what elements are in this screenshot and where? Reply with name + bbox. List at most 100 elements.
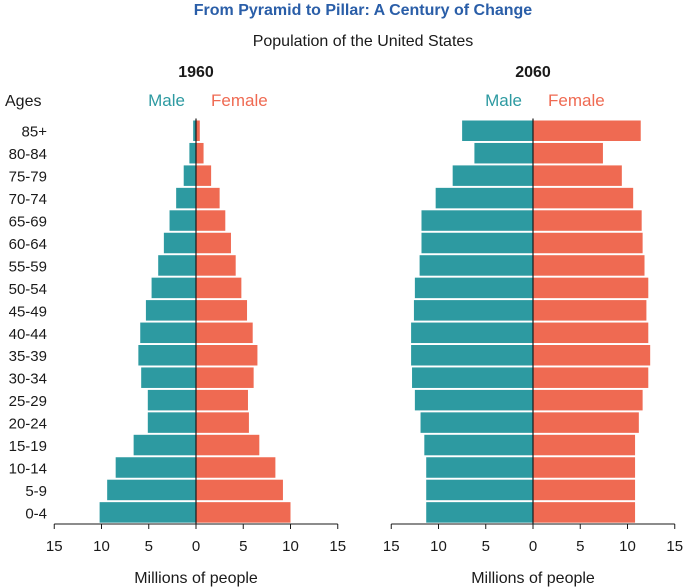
bar-male bbox=[138, 345, 196, 366]
x-tick-label: 15 bbox=[383, 538, 400, 555]
age-label: 85+ bbox=[22, 124, 48, 141]
bar-female bbox=[533, 479, 636, 501]
bar-male bbox=[414, 277, 533, 299]
bar-female bbox=[533, 345, 651, 366]
bar-male bbox=[413, 300, 533, 321]
age-label: 15-19 bbox=[9, 438, 47, 455]
bar-female bbox=[533, 502, 636, 523]
bar-male bbox=[169, 210, 196, 231]
age-label: 30-34 bbox=[9, 371, 47, 388]
x-tick-label: 0 bbox=[192, 538, 200, 555]
bar-female bbox=[533, 277, 649, 299]
bar-female bbox=[533, 187, 634, 209]
bar-male bbox=[141, 367, 196, 388]
bar-female bbox=[196, 165, 212, 186]
bar-female bbox=[196, 277, 242, 299]
bar-male bbox=[158, 255, 196, 276]
age-label: 50-54 bbox=[9, 281, 47, 298]
panel-2060: 2060 Male Female 15 10 5 0 5 10 15 Millions of… bbox=[383, 64, 683, 587]
x-tick-label: 10 bbox=[93, 538, 110, 555]
bar-male bbox=[421, 232, 533, 254]
bar-male bbox=[419, 255, 533, 276]
x-axis-label-1960: Millions of people bbox=[134, 570, 258, 587]
x-tick-label: 5 bbox=[239, 538, 247, 555]
bar-male bbox=[414, 389, 533, 411]
x-tick-label: 5 bbox=[576, 538, 584, 555]
bar-male bbox=[147, 412, 196, 433]
age-label: 55-59 bbox=[9, 258, 47, 275]
bar-male bbox=[140, 322, 196, 344]
bar-male bbox=[474, 142, 533, 164]
panel-1960: 1960 Male Female 15 10 5 0 5 10 15 Millions of… bbox=[46, 64, 346, 587]
bar-male bbox=[193, 120, 196, 141]
age-label: 45-49 bbox=[9, 303, 47, 320]
bar-female bbox=[196, 479, 283, 501]
bar-female bbox=[196, 367, 254, 388]
bar-female bbox=[533, 142, 603, 164]
x-axis-1960: 15 10 5 0 5 10 15 bbox=[46, 523, 346, 555]
bar-male bbox=[426, 502, 533, 523]
bar-male bbox=[426, 479, 533, 501]
bar-female bbox=[196, 389, 248, 411]
bar-female bbox=[196, 232, 231, 254]
x-tick-label: 5 bbox=[482, 538, 490, 555]
bar-female bbox=[196, 434, 260, 456]
bar-female bbox=[196, 300, 248, 321]
bar-male bbox=[189, 142, 196, 164]
bar-female bbox=[533, 322, 649, 344]
x-tick-label: 10 bbox=[430, 538, 447, 555]
x-tick-label: 15 bbox=[666, 538, 683, 555]
bar-male bbox=[435, 187, 533, 209]
x-tick-label: 10 bbox=[619, 538, 636, 555]
bar-female bbox=[196, 210, 226, 231]
panel-title-2060: 2060 bbox=[515, 64, 551, 81]
bar-female bbox=[196, 412, 249, 433]
bar-male bbox=[107, 479, 196, 501]
y-axis-label: Ages bbox=[5, 93, 41, 110]
bar-female bbox=[533, 255, 645, 276]
bar-male bbox=[426, 457, 533, 478]
age-label: 25-29 bbox=[9, 393, 47, 410]
x-axis-label-2060: Millions of people bbox=[471, 570, 595, 587]
legend-female-1960: Female bbox=[211, 91, 268, 110]
bar-male bbox=[424, 434, 533, 456]
bar-male bbox=[411, 345, 533, 366]
age-labels: 85+ 80-84 75-79 70-74 65-69 60-64 55-59 50-54 45… bbox=[9, 124, 48, 523]
bar-male bbox=[145, 300, 196, 321]
bar-male bbox=[176, 187, 196, 209]
bar-male bbox=[420, 412, 533, 433]
bar-male bbox=[421, 210, 533, 231]
x-tick-label: 5 bbox=[145, 538, 153, 555]
age-label: 10-14 bbox=[9, 460, 47, 477]
legend-male-2060: Male bbox=[485, 91, 522, 110]
panel-title-1960: 1960 bbox=[178, 64, 214, 81]
bar-female bbox=[533, 120, 641, 141]
bar-male bbox=[412, 367, 533, 388]
bar-female bbox=[533, 389, 643, 411]
bar-male bbox=[163, 232, 196, 254]
bar-male bbox=[151, 277, 196, 299]
age-label: 65-69 bbox=[9, 214, 47, 231]
bar-female bbox=[533, 412, 639, 433]
bar-female bbox=[196, 187, 220, 209]
bar-male bbox=[115, 457, 196, 478]
bar-female bbox=[533, 367, 649, 388]
bar-male bbox=[147, 389, 196, 411]
x-tick-label: 0 bbox=[529, 538, 537, 555]
bar-female bbox=[533, 300, 647, 321]
x-tick-label: 10 bbox=[282, 538, 299, 555]
legend-male-1960: Male bbox=[148, 91, 185, 110]
x-tick-label: 15 bbox=[46, 538, 63, 555]
bar-female bbox=[533, 210, 642, 231]
age-label: 80-84 bbox=[9, 146, 47, 163]
bar-male bbox=[462, 120, 533, 141]
bar-male bbox=[411, 322, 533, 344]
chart-title: From Pyramid to Pillar: A Century of Cha… bbox=[194, 2, 533, 19]
age-label: 75-79 bbox=[9, 169, 47, 186]
bar-female bbox=[196, 345, 258, 366]
bar-female bbox=[533, 434, 636, 456]
age-label: 40-44 bbox=[9, 326, 47, 343]
x-tick-label: 15 bbox=[329, 538, 346, 555]
x-axis-2060: 15 10 5 0 5 10 15 bbox=[383, 523, 683, 555]
